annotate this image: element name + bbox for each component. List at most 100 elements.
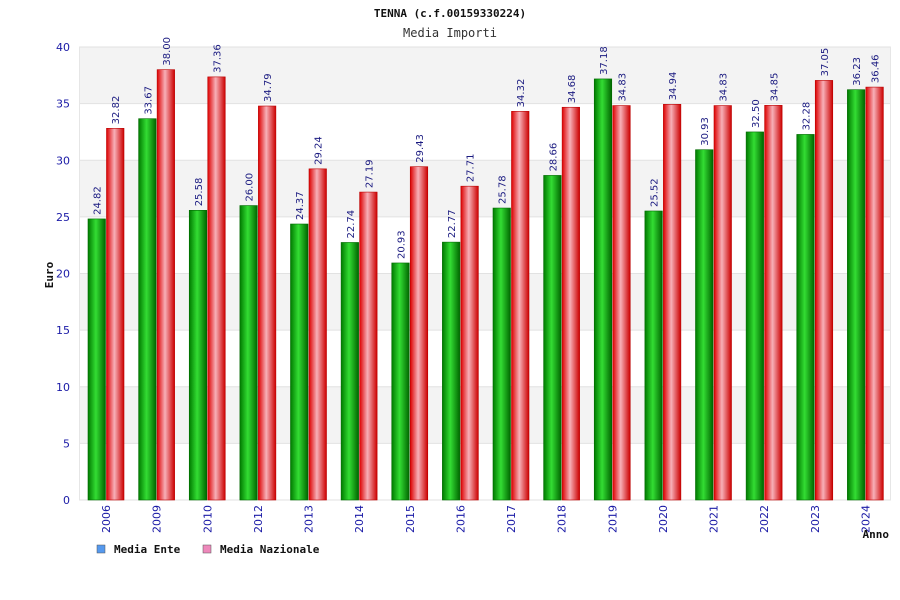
bar-media-nazionale-2009 (156, 69, 175, 501)
x-tick-label: 2013 (303, 505, 316, 533)
bar-media-ente-2022 (745, 131, 764, 501)
data-label: 36.46 (871, 54, 882, 83)
bar-media-ente-2015 (391, 262, 410, 501)
data-label: 20.93 (397, 230, 408, 259)
data-label: 24.37 (295, 191, 306, 220)
bar-media-ente-2014 (340, 242, 359, 501)
bar-media-ente-2010 (188, 210, 208, 501)
y-tick-label: 30 (56, 154, 70, 167)
chart-subtitle: Media Importi (403, 26, 497, 40)
data-label: 30.93 (700, 117, 711, 146)
bar-media-ente-2006 (87, 218, 106, 501)
data-label: 34.94 (668, 72, 679, 101)
x-tick-label: 2009 (151, 505, 164, 533)
bar-media-ente-2018 (543, 175, 562, 501)
data-label: 33.67 (143, 86, 154, 115)
bar-media-nazionale-2022 (764, 105, 783, 501)
data-label: 32.82 (111, 96, 122, 125)
bar-media-nazionale-2016 (460, 185, 479, 501)
x-tick-label: 2018 (556, 505, 569, 533)
x-tick-label: 2017 (505, 505, 518, 533)
data-label: 29.24 (314, 136, 325, 165)
data-label: 24.82 (93, 186, 104, 215)
data-label: 28.66 (548, 143, 559, 172)
y-axis-ticks: 0 5 10 15 20 25 30 35 40 (56, 41, 70, 507)
data-label: 38.00 (162, 37, 173, 66)
y-tick-label: 15 (56, 324, 70, 337)
bar-media-nazionale-2006 (106, 128, 125, 501)
legend-label-media-nazionale: Media Nazionale (220, 543, 320, 556)
x-axis-ticks: 2006 2009 2010 2012 2013 2014 2015 2016 2017 2018… (100, 505, 872, 533)
legend-swatch-media-nazionale (202, 544, 212, 554)
chart-title: TENNA (c.f.00159330224) (374, 7, 526, 20)
bars-layer (87, 69, 884, 501)
x-tick-label: 2015 (404, 505, 417, 533)
bar-media-nazionale-2021 (713, 105, 732, 501)
data-label: 34.32 (516, 79, 527, 108)
bar-media-nazionale-2020 (663, 104, 682, 501)
data-label: 25.78 (498, 175, 509, 204)
x-tick-label: 2010 (201, 505, 214, 533)
data-label: 25.58 (194, 178, 205, 207)
bar-media-ente-2012 (239, 205, 258, 501)
bar-media-nazionale-2019 (612, 105, 631, 501)
bar-media-nazionale-2023 (814, 80, 834, 501)
y-tick-label: 0 (63, 494, 70, 507)
x-tick-label: 2012 (252, 505, 265, 533)
bar-media-nazionale-2014 (359, 191, 378, 501)
data-label: 32.50 (751, 99, 762, 128)
bar-media-nazionale-2018 (561, 106, 580, 501)
x-tick-label: 2020 (657, 505, 670, 533)
data-label: 34.83 (719, 73, 730, 102)
x-tick-label: 2022 (758, 505, 771, 533)
data-label: 34.83 (618, 73, 629, 102)
data-label: 37.05 (820, 48, 831, 77)
bar-media-ente-2019 (593, 78, 613, 501)
data-label: 25.52 (650, 178, 661, 207)
bar-media-nazionale-2013 (308, 168, 327, 501)
y-tick-label: 25 (56, 211, 70, 224)
y-tick-label: 10 (56, 381, 70, 394)
data-label: 37.18 (599, 46, 610, 75)
bar-media-ente-2009 (138, 118, 157, 501)
legend: Media Ente Media Nazionale (96, 543, 320, 556)
bar-media-ente-2016 (442, 241, 461, 501)
data-label: 26.00 (245, 173, 256, 202)
bar-media-nazionale-2024 (865, 86, 884, 501)
bar-media-ente-2023 (796, 134, 815, 501)
data-label: 36.23 (852, 57, 863, 86)
x-tick-label: 2014 (353, 505, 366, 533)
data-labels-layer: 24.82 32.82 33.67 38.00 25.58 37.36 26.00 34.79… (93, 37, 882, 259)
data-label: 34.85 (769, 73, 780, 102)
data-label: 27.71 (466, 154, 477, 183)
bar-media-ente-2021 (695, 149, 714, 501)
x-axis-label: Anno (863, 528, 890, 541)
data-label: 34.68 (567, 75, 578, 104)
legend-label-media-ente: Media Ente (114, 543, 181, 556)
x-tick-label: 2006 (100, 505, 113, 533)
x-tick-label: 2023 (809, 505, 822, 533)
x-tick-label: 2016 (454, 505, 467, 533)
data-label: 22.77 (447, 209, 458, 238)
x-tick-label: 2019 (606, 505, 619, 533)
y-tick-label: 40 (56, 41, 70, 54)
bar-media-ente-2024 (847, 89, 866, 501)
legend-swatch-media-ente (96, 544, 106, 554)
y-tick-label: 20 (56, 268, 70, 281)
bar-media-ente-2020 (644, 210, 663, 501)
data-label: 34.79 (263, 73, 274, 102)
bar-media-ente-2017 (492, 207, 511, 501)
bar-media-ente-2013 (290, 223, 309, 501)
bar-media-nazionale-2012 (258, 105, 277, 501)
x-tick-label: 2021 (708, 505, 721, 533)
data-label: 32.28 (802, 102, 813, 131)
y-axis-label: Euro (43, 261, 56, 288)
data-label: 37.36 (213, 44, 224, 73)
bar-media-nazionale-2017 (511, 111, 530, 501)
y-tick-label: 35 (56, 98, 70, 111)
x-tick-label: 2024 (859, 505, 872, 533)
bar-media-nazionale-2010 (207, 76, 226, 501)
data-label: 27.19 (364, 159, 375, 188)
data-label: 29.43 (415, 134, 426, 163)
